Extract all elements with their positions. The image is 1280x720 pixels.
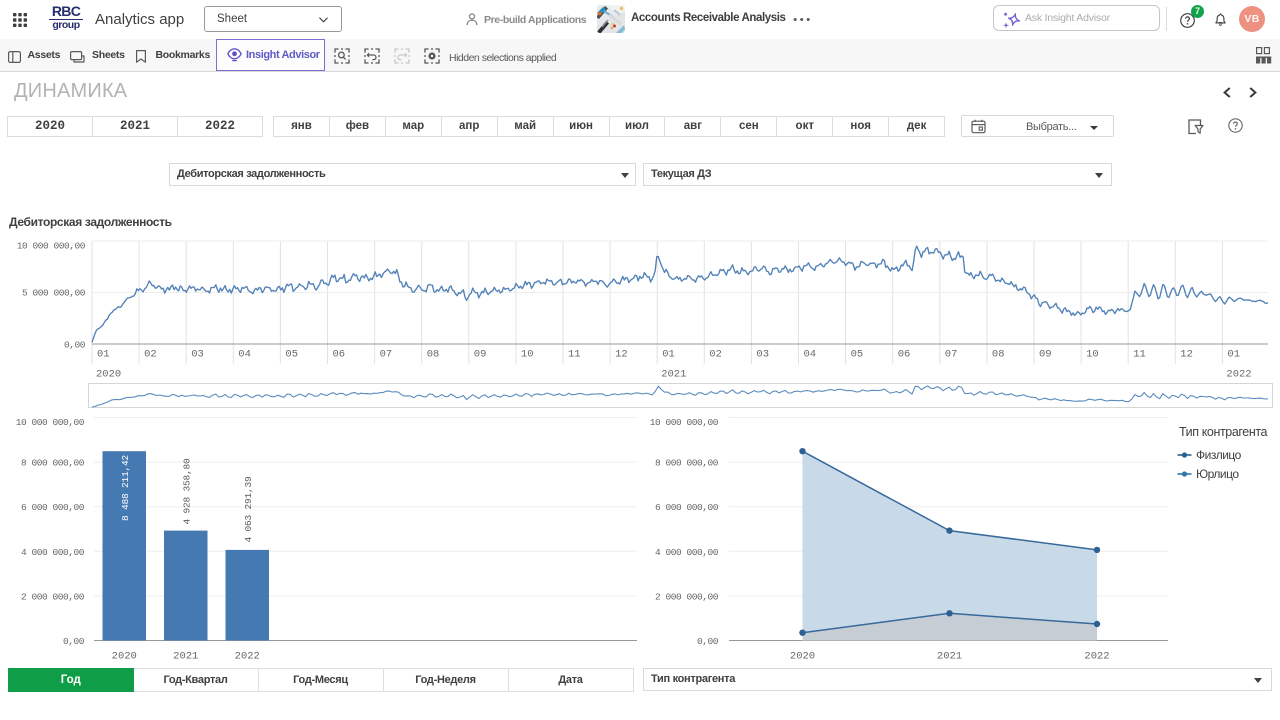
svg-text:05: 05 bbox=[851, 349, 864, 361]
svg-text:4 928 358,80: 4 928 358,80 bbox=[181, 458, 192, 525]
svg-text:06: 06 bbox=[898, 349, 911, 361]
svg-text:4 000 000,00: 4 000 000,00 bbox=[21, 547, 85, 558]
svg-text:2 000 000,00: 2 000 000,00 bbox=[655, 591, 719, 602]
svg-text:4 063 291,39: 4 063 291,39 bbox=[243, 476, 254, 543]
svg-text:03: 03 bbox=[756, 349, 769, 361]
svg-text:10 000 000,00: 10 000 000,00 bbox=[16, 417, 85, 428]
svg-text:2021: 2021 bbox=[173, 651, 198, 663]
svg-text:Hidden selections applied: Hidden selections applied bbox=[449, 52, 557, 64]
svg-text:10: 10 bbox=[521, 349, 534, 361]
svg-text:2021: 2021 bbox=[937, 651, 962, 663]
svg-text:07: 07 bbox=[945, 349, 958, 361]
svg-text:2020: 2020 bbox=[790, 651, 815, 663]
svg-text:10 000 000,00: 10 000 000,00 bbox=[17, 241, 86, 252]
svg-text:02: 02 bbox=[144, 349, 157, 361]
svg-text:09: 09 bbox=[474, 349, 487, 361]
svg-text:04: 04 bbox=[238, 349, 251, 361]
svg-text:Тип контрагента: Тип контрагента bbox=[1179, 425, 1268, 439]
svg-text:2021: 2021 bbox=[661, 369, 686, 381]
svg-text:6 000 000,00: 6 000 000,00 bbox=[655, 502, 719, 513]
svg-text:2 000 000,00: 2 000 000,00 bbox=[21, 591, 85, 602]
svg-text:01: 01 bbox=[1227, 349, 1240, 361]
svg-text:2022: 2022 bbox=[1226, 369, 1251, 381]
svg-text:11: 11 bbox=[1133, 349, 1146, 361]
svg-text:4 000 000,00: 4 000 000,00 bbox=[655, 547, 719, 558]
svg-text:Физлицо: Физлицо bbox=[1196, 448, 1242, 462]
svg-text:0,00: 0,00 bbox=[697, 636, 719, 647]
svg-text:0,00: 0,00 bbox=[64, 340, 86, 351]
svg-text:6 000 000,00: 6 000 000,00 bbox=[21, 502, 85, 513]
svg-text:05: 05 bbox=[285, 349, 298, 361]
svg-text:2020: 2020 bbox=[112, 651, 137, 663]
svg-text:09: 09 bbox=[1039, 349, 1052, 361]
svg-text:0,00: 0,00 bbox=[63, 636, 85, 647]
svg-text:2022: 2022 bbox=[235, 651, 260, 663]
svg-text:03: 03 bbox=[191, 349, 204, 361]
svg-text:Юрлицо: Юрлицо bbox=[1196, 467, 1239, 481]
svg-text:10: 10 bbox=[1086, 349, 1099, 361]
svg-text:8 000 000,00: 8 000 000,00 bbox=[21, 458, 85, 469]
svg-text:08: 08 bbox=[427, 349, 440, 361]
svg-text:12: 12 bbox=[615, 349, 628, 361]
svg-text:01: 01 bbox=[97, 349, 110, 361]
svg-text:5 000 000,00: 5 000 000,00 bbox=[22, 288, 86, 299]
svg-text:11: 11 bbox=[568, 349, 581, 361]
svg-text:04: 04 bbox=[804, 349, 817, 361]
svg-text:12: 12 bbox=[1180, 349, 1193, 361]
svg-text:10 000 000,00: 10 000 000,00 bbox=[650, 417, 719, 428]
svg-text:08: 08 bbox=[992, 349, 1005, 361]
svg-text:02: 02 bbox=[709, 349, 722, 361]
svg-text:2020: 2020 bbox=[96, 369, 121, 381]
svg-text:2022: 2022 bbox=[1084, 651, 1109, 663]
svg-text:01: 01 bbox=[662, 349, 675, 361]
svg-text:8 488 211,42: 8 488 211,42 bbox=[120, 454, 131, 521]
svg-text:07: 07 bbox=[380, 349, 393, 361]
svg-text:06: 06 bbox=[333, 349, 346, 361]
svg-text:8 000 000,00: 8 000 000,00 bbox=[655, 458, 719, 469]
